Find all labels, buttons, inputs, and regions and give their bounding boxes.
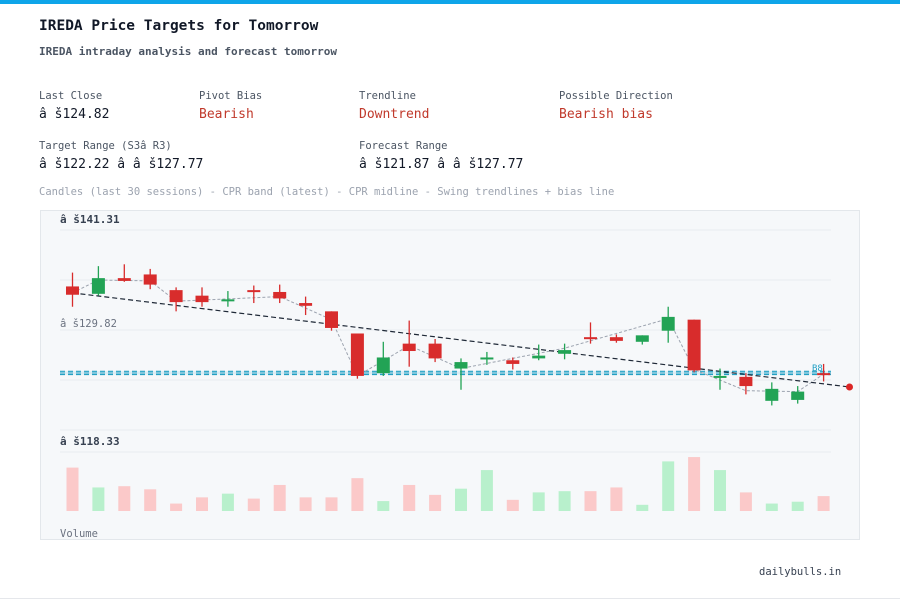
volume-bar (429, 494, 442, 511)
volume-bar (170, 503, 183, 511)
accent-top-bar (0, 0, 900, 4)
candle-body (791, 391, 805, 400)
stat-value: Bearish bias (559, 107, 653, 122)
candle-body (350, 333, 364, 376)
volume-bar (144, 489, 157, 511)
volume-bar (221, 493, 234, 511)
stat-value: â š121.87 â â š127.77 (359, 157, 524, 172)
axis-labels: â š141.31 â š129.82 â š118.33 Volume B8 (60, 213, 823, 539)
candle-body (506, 360, 520, 364)
stat-trendline: Trendline Downtrend (359, 90, 429, 124)
stat-value: Bearish (199, 107, 254, 122)
bottom-divider (0, 598, 900, 599)
candle-body (532, 355, 546, 359)
volume-bar (817, 496, 830, 511)
volume-bar (377, 501, 390, 511)
candle-body (765, 388, 779, 401)
candle-body (325, 311, 338, 328)
chart-caption: Candles (last 30 sessions) - CPR band (l… (39, 186, 615, 198)
volume-bar (688, 457, 701, 511)
stat-target-range: Target Range (S3â R3) â š122.22 â â š127… (39, 140, 203, 174)
stat-label: Last Close (39, 90, 103, 102)
volume-bar (791, 501, 804, 511)
candle-body (661, 316, 675, 331)
candle-body (687, 319, 701, 371)
volume-bar (351, 478, 364, 511)
candle-body (117, 278, 131, 281)
candles (66, 264, 831, 406)
candle-body (635, 335, 649, 342)
candle-body (195, 295, 209, 303)
volume-bar (66, 467, 79, 511)
volume-bar (325, 497, 338, 511)
stat-value: Downtrend (359, 107, 430, 122)
stat-last-close: Last Close â š124.82 (39, 90, 109, 124)
candle-body (273, 291, 287, 299)
candle-body (221, 299, 235, 302)
cpr-label: B8 (812, 364, 823, 374)
stat-value: â š124.82 (39, 107, 110, 122)
volume-bar (584, 491, 597, 511)
volume-bar (662, 461, 675, 511)
trendline-layer (72, 292, 853, 391)
candle-body (739, 376, 753, 387)
stat-pivot-bias: Pivot Bias Bearish (199, 90, 262, 124)
volume-bar (558, 491, 571, 511)
candle-body (143, 274, 157, 285)
candle-body (428, 343, 442, 359)
candle-body (817, 373, 831, 376)
candle-body (454, 362, 468, 369)
candle-body (584, 337, 597, 340)
volume-bar (92, 487, 105, 511)
volume-bar (455, 488, 467, 511)
source-footer: dailybulls.in (759, 566, 842, 578)
candle-body (713, 375, 727, 378)
stat-label: Target Range (S3â R3) (39, 140, 172, 152)
y-label-top: â š141.31 (60, 213, 120, 226)
stat-possible-direction: Possible Direction Bearish bias (559, 90, 673, 124)
candle-body (402, 343, 416, 352)
page-title: IREDA Price Targets for Tomorrow (39, 18, 319, 34)
chart-panel: â š141.31 â š129.82 â š118.33 Volume B8 (40, 210, 860, 540)
volume-bar (196, 497, 208, 511)
candle-body (66, 286, 79, 295)
volume-bar (403, 484, 416, 511)
candlestick-chart: â š141.31 â š129.82 â š118.33 Volume B8 (60, 213, 853, 539)
candle-body (299, 303, 313, 306)
stat-value: â š122.22 â â š127.77 (39, 157, 204, 172)
volume-bar (765, 503, 778, 511)
volume-bar (636, 504, 649, 511)
stat-forecast-range: Forecast Range â š121.87 â â š127.77 (359, 140, 523, 174)
candle-body (376, 357, 390, 374)
candle-body (91, 278, 105, 294)
cpr-band (60, 370, 831, 376)
volume-bar (714, 470, 726, 511)
volume-bar (273, 484, 286, 511)
y-label-bottom: â š118.33 (60, 435, 120, 448)
candle-body (247, 290, 261, 293)
volume-bar (480, 470, 493, 511)
candle-body (480, 357, 494, 360)
stat-label: Possible Direction (559, 90, 673, 102)
volume-label: Volume (60, 528, 98, 539)
stat-label: Forecast Range (359, 140, 448, 152)
grid-lines (60, 229, 831, 453)
page-subtitle: IREDA intraday analysis and forecast tom… (39, 45, 338, 58)
y-label-mid: â š129.82 (60, 318, 117, 330)
stat-label: Pivot Bias (199, 90, 263, 102)
candle-body (169, 290, 183, 303)
candle-body (558, 350, 572, 354)
volume-bar (247, 498, 260, 511)
candle-body (609, 337, 623, 341)
bias-point (846, 383, 853, 391)
volume-bar (118, 486, 131, 511)
volume-bar (532, 492, 545, 511)
volume-bar (739, 492, 752, 511)
volume-bar (610, 487, 623, 511)
stat-label: Trendline (359, 90, 416, 102)
volume-bars (66, 457, 830, 511)
volume-bar (506, 499, 519, 511)
volume-bar (299, 497, 312, 511)
